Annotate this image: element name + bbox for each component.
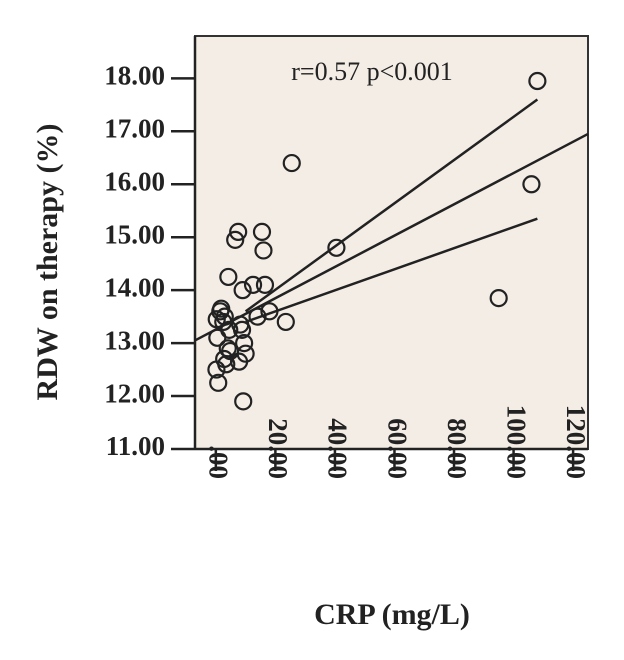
data-point [327, 238, 346, 257]
y-tick-label: 16.00 [104, 166, 165, 196]
y-tick-label: 12.00 [104, 378, 165, 408]
data-point [218, 339, 237, 358]
data-point [260, 302, 279, 321]
data-point [243, 275, 263, 294]
data-point [252, 222, 272, 242]
data-point [233, 281, 252, 300]
y-axis-ticks: 11.00 12.00 13.00 14.00 15.00 16.00 17.00 18.00 [104, 61, 195, 461]
x-axis-ticks: .00 20.00 40.00 60.00 80.00 100.00 120.00 [204, 405, 591, 479]
confidence-upper-line [244, 98, 539, 313]
data-point [282, 153, 301, 173]
y-tick-label: 13.00 [104, 325, 165, 355]
data-point [219, 267, 238, 287]
data-point [255, 275, 275, 294]
x-tick-label: 20.00 [263, 418, 293, 479]
confidence-lower-line [245, 217, 538, 324]
x-tick-label: 120.00 [561, 405, 591, 479]
x-tick-label: 100.00 [501, 405, 531, 479]
y-tick-label: 15.00 [104, 219, 165, 249]
plot-area [194, 35, 589, 450]
x-axis-title: CRP (mg/L) [314, 598, 470, 631]
regression-fit-line [194, 132, 589, 342]
data-point [276, 312, 295, 332]
data-point [235, 334, 254, 353]
y-tick-label: 17.00 [104, 114, 165, 144]
data-point [220, 320, 239, 339]
regression-lines [194, 98, 589, 342]
data-point [236, 344, 255, 363]
y-tick-label: 14.00 [104, 272, 165, 302]
data-point [215, 307, 234, 326]
x-tick-label: 60.00 [382, 418, 412, 479]
x-tick-label: 40.00 [323, 418, 353, 479]
data-point [232, 320, 252, 339]
data-point [489, 288, 508, 308]
data-point [209, 373, 228, 392]
y-tick-label: 18.00 [104, 61, 165, 91]
correlation-annotation: r=0.57 p<0.001 [291, 57, 452, 86]
data-point [234, 392, 253, 411]
data-point [254, 241, 273, 260]
y-tick-label: 11.00 [106, 431, 165, 461]
data-point [528, 71, 547, 91]
data-point [522, 175, 541, 194]
x-tick-label: 80.00 [442, 418, 472, 479]
data-point [248, 307, 267, 326]
x-tick-label: .00 [204, 445, 234, 479]
data-point [226, 230, 245, 249]
y-axis-title: RDW on therapy (%) [31, 124, 64, 401]
data-points [207, 71, 547, 411]
data-point [229, 222, 248, 242]
